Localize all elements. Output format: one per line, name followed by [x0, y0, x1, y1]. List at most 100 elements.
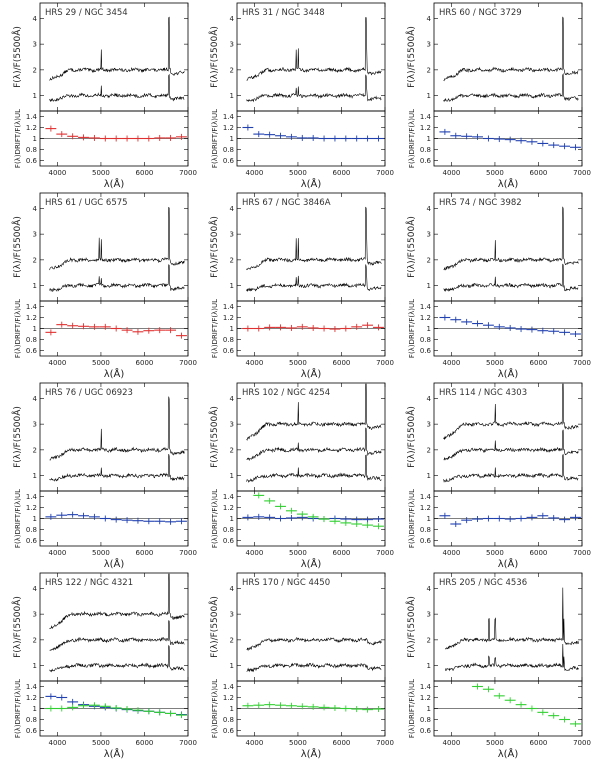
- panel: HRS 67 / NGC 3846A 1 2 3 4 0.6 0.8 1 1.2 1.4 4000 5…: [208, 192, 394, 380]
- xtick-label: 6000: [333, 169, 351, 177]
- bottom-ytick-label: 0.8: [26, 716, 37, 724]
- x-axis-label: λ(Å): [498, 747, 519, 760]
- bottom-ytick-label: 1.4: [420, 113, 432, 121]
- bottom-ytick-label: 0.8: [223, 526, 234, 534]
- spectrum-line: [49, 573, 185, 630]
- xtick-label: 7000: [179, 169, 197, 177]
- spectrum-line: [49, 645, 185, 673]
- bottom-ytick-label: 0.8: [420, 146, 431, 154]
- xtick-label: 5000: [289, 739, 307, 747]
- bottom-ytick-label: 0.8: [26, 526, 37, 534]
- bottom-ytick-label: 0.6: [26, 347, 38, 355]
- x-axis-label: λ(Å): [498, 367, 519, 380]
- panel-title: HRS 122 / NGC 4321: [45, 578, 133, 588]
- panel-title: HRS 31 / NGC 3448: [242, 8, 325, 18]
- top-ytick-label: 3: [33, 611, 37, 619]
- x-axis-label: λ(Å): [498, 557, 519, 570]
- spectrum-line: [49, 16, 185, 81]
- top-ytick-label: 1: [33, 282, 37, 290]
- xtick-label: 7000: [376, 359, 394, 367]
- bottom-ytick-label: 1.2: [223, 504, 234, 512]
- bottom-ytick-label: 1: [230, 325, 234, 333]
- xtick-label: 7000: [179, 549, 197, 557]
- bottom-ytick-label: 1: [33, 705, 37, 713]
- spectrum-line: [443, 263, 579, 293]
- xtick-label: 7000: [573, 549, 591, 557]
- panel-title: HRS 114 / NGC 4303: [439, 388, 527, 398]
- top-ytick-label: 3: [230, 421, 234, 429]
- top-ytick-label: 2: [427, 66, 431, 74]
- xtick-label: 7000: [376, 739, 394, 747]
- x-axis-label: λ(Å): [301, 747, 322, 760]
- spectrum-line: [49, 620, 185, 651]
- bottom-ytick-label: 1: [33, 325, 37, 333]
- bottom-ytick-label: 1.4: [420, 493, 432, 501]
- bottom-ytick-label: 0.8: [26, 146, 37, 154]
- panel-title: HRS 61 / UGC 6575: [45, 198, 128, 208]
- y-axis-label-top: F(λ)/F(5500Å): [208, 216, 220, 278]
- spectrum-line: [443, 454, 579, 483]
- spectrum-line: [443, 16, 579, 82]
- xtick-label: 4000: [442, 549, 460, 557]
- bottom-ytick-label: 1.4: [26, 683, 38, 691]
- xtick-label: 4000: [245, 169, 263, 177]
- y-axis-label-bottom: F(λ)DRIFT/F(λ)UL: [211, 109, 219, 168]
- bottom-ytick-label: 0.6: [420, 157, 432, 165]
- bottom-ytick-label: 0.8: [420, 716, 431, 724]
- bottom-ytick-label: 0.8: [420, 336, 431, 344]
- top-ytick-label: 1: [427, 282, 431, 290]
- xtick-label: 5000: [92, 739, 110, 747]
- bottom-ytick-label: 1: [427, 705, 431, 713]
- xtick-label: 7000: [179, 739, 197, 747]
- bottom-ytick-label: 0.8: [223, 716, 234, 724]
- x-axis-label: λ(Å): [301, 557, 322, 570]
- y-axis-label-bottom: F(λ)DRIFT/F(λ)UL: [14, 299, 22, 358]
- top-ytick-label: 1: [33, 662, 37, 670]
- top-ytick-label: 4: [427, 205, 432, 213]
- spectrum-line: [443, 429, 579, 461]
- bottom-ytick-label: 1.4: [223, 113, 235, 121]
- panel-title: HRS 76 / UGC 06923: [45, 388, 133, 398]
- spectrum-line: [443, 383, 579, 440]
- y-axis-label-bottom: F(λ)DRIFT/F(λ)UL: [211, 489, 219, 548]
- spectrum-line: [246, 662, 382, 673]
- panel-title: HRS 60 / NGC 3729: [439, 8, 522, 18]
- panel-title: HRS 170 / NGC 4450: [242, 578, 330, 588]
- xtick-label: 6000: [530, 549, 548, 557]
- top-ytick-label: 2: [33, 256, 37, 264]
- top-ytick-label: 2: [230, 446, 234, 454]
- bottom-ytick-label: 1: [427, 325, 431, 333]
- x-axis-label: λ(Å): [301, 367, 322, 380]
- panel: HRS 102 / NGC 4254 1 2 3 4 0.6 0.8 1 1.2 1.4 4000 5…: [208, 382, 394, 570]
- top-ytick-label: 1: [427, 662, 431, 670]
- panel-title: HRS 102 / NGC 4254: [242, 388, 330, 398]
- spectrum-line: [246, 17, 382, 81]
- bottom-ytick-label: 0.6: [26, 537, 38, 545]
- xtick-label: 5000: [92, 359, 110, 367]
- y-axis-label-top: F(λ)/F(5500Å): [405, 406, 417, 468]
- spectrum-line: [246, 454, 382, 483]
- bottom-ytick-label: 0.6: [223, 347, 235, 355]
- top-ytick-label: 3: [427, 41, 431, 49]
- bottom-ytick-label: 0.6: [420, 727, 432, 735]
- top-ytick-label: 3: [230, 41, 234, 49]
- panel: HRS 60 / NGC 3729 1 2 3 4 0.6 0.8 1 1.2 1.4 4000 50…: [405, 2, 591, 190]
- y-axis-label-top: F(λ)/F(5500Å): [11, 596, 23, 658]
- panel-title: HRS 29 / NGC 3454: [45, 8, 128, 18]
- x-axis-label: λ(Å): [301, 177, 322, 190]
- top-ytick-label: 3: [427, 611, 431, 619]
- top-ytick-label: 4: [33, 585, 38, 593]
- spectrum-line: [246, 383, 382, 441]
- xtick-label: 5000: [289, 359, 307, 367]
- spectrum-line: [246, 427, 382, 462]
- top-ytick-label: 1: [230, 472, 234, 480]
- y-axis-label-top: F(λ)/F(5500Å): [208, 26, 220, 88]
- y-axis-label-top: F(λ)/F(5500Å): [405, 596, 417, 658]
- top-ytick-label: 2: [33, 636, 37, 644]
- top-ytick-label: 1: [427, 472, 431, 480]
- xtick-label: 4000: [245, 359, 263, 367]
- spectrum-line: [49, 206, 185, 271]
- xtick-label: 5000: [486, 739, 504, 747]
- bottom-ytick-label: 0.6: [26, 157, 38, 165]
